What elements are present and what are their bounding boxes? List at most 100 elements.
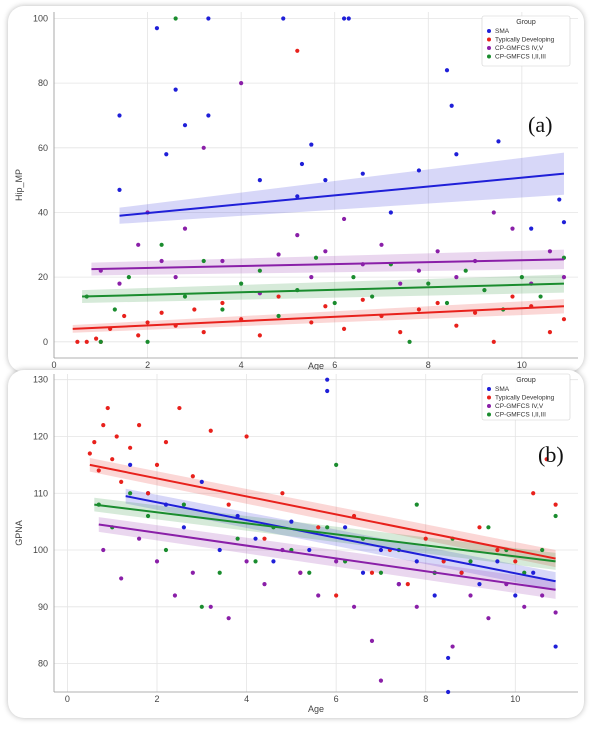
data-point (145, 320, 150, 325)
legend-entry: Typically Developing (495, 37, 555, 44)
legend-marker (487, 29, 491, 33)
regression-line (119, 172, 565, 217)
data-point (446, 655, 451, 661)
data-point (334, 559, 339, 564)
data-point (553, 513, 558, 519)
data-point (105, 405, 110, 411)
data-point (491, 210, 496, 215)
data-point (369, 638, 375, 643)
regression-line (91, 258, 564, 271)
data-point (360, 297, 365, 302)
panel-label: (a) (528, 112, 552, 137)
data-point (414, 559, 419, 564)
data-point (257, 268, 262, 273)
data-point (547, 249, 553, 254)
data-point (190, 570, 195, 575)
data-point (257, 333, 262, 338)
data-point (531, 570, 536, 575)
data-point (253, 536, 258, 541)
data-point (206, 16, 211, 21)
data-point (159, 258, 164, 264)
data-point (154, 559, 160, 564)
data-point (369, 570, 375, 575)
legend-marker (487, 404, 491, 408)
chart-panel-b: 0 2 4 6 8 10 80 90 100 110 120 130 Age GPNA Group SMA Ty… (8, 370, 584, 718)
data-point (323, 249, 328, 254)
y-tick-label: 40 (38, 207, 48, 217)
data-point (540, 593, 545, 598)
data-point (117, 187, 122, 192)
data-point (486, 525, 491, 530)
plot-area-a (54, 12, 578, 358)
legend-marker (487, 412, 491, 417)
data-point (513, 593, 518, 598)
regression-line (82, 282, 564, 298)
data-point (341, 216, 347, 222)
data-point (299, 161, 305, 167)
data-point (446, 689, 451, 695)
data-point (454, 275, 459, 280)
data-point (201, 145, 206, 150)
data-point (309, 275, 314, 280)
data-point (114, 434, 119, 439)
data-point (441, 559, 446, 564)
data-point (298, 570, 303, 575)
data-point (454, 323, 459, 328)
data-point (388, 210, 393, 215)
data-point (119, 576, 124, 581)
data-point (531, 491, 536, 496)
data-point (561, 220, 567, 225)
data-point (477, 525, 482, 530)
legend-marker (487, 37, 491, 42)
x-tick-label: 0 (65, 694, 70, 704)
data-point (472, 310, 478, 315)
data-point (405, 582, 410, 587)
data-point (173, 16, 178, 21)
data-point (325, 525, 330, 530)
data-point (414, 502, 419, 507)
data-point (173, 87, 178, 92)
data-point (522, 570, 527, 575)
data-point (496, 139, 501, 144)
data-point (432, 593, 437, 598)
data-point (398, 330, 403, 335)
data-point (75, 339, 80, 344)
y-axis-label: GPNA (14, 520, 24, 546)
data-point (351, 604, 357, 609)
y-tick-label: 130 (33, 375, 48, 385)
data-point (547, 330, 553, 335)
legend-title: Group (516, 19, 536, 26)
regression-line (89, 463, 556, 560)
data-point (262, 582, 267, 587)
data-point (101, 423, 106, 428)
data-point (309, 320, 314, 325)
x-tick-label: 8 (423, 694, 428, 704)
legend-box (481, 15, 571, 67)
data-point (454, 152, 459, 157)
x-tick-label: 10 (517, 360, 527, 370)
data-point (444, 68, 450, 73)
legend-entry: SMA (495, 28, 510, 35)
data-point (154, 462, 160, 467)
regression-line (72, 305, 565, 330)
data-point (360, 570, 366, 575)
data-point (307, 570, 312, 575)
legend-marker (487, 395, 491, 400)
data-point (182, 123, 188, 128)
y-tick-label: 0 (43, 337, 48, 347)
data-point (181, 525, 186, 530)
data-point (416, 307, 422, 312)
legend-entry: CP-GMFCS IV,V (495, 403, 544, 410)
data-point (136, 333, 141, 338)
data-point (449, 103, 454, 108)
y-tick-label: 100 (33, 545, 48, 555)
data-point (276, 252, 281, 257)
data-point (378, 547, 384, 553)
legend-entry: Typically Developing (495, 395, 555, 402)
data-point (553, 502, 558, 507)
data-point (226, 616, 231, 621)
data-point (529, 226, 534, 231)
data-point (435, 300, 440, 306)
data-point (561, 317, 567, 322)
data-point (407, 339, 412, 344)
